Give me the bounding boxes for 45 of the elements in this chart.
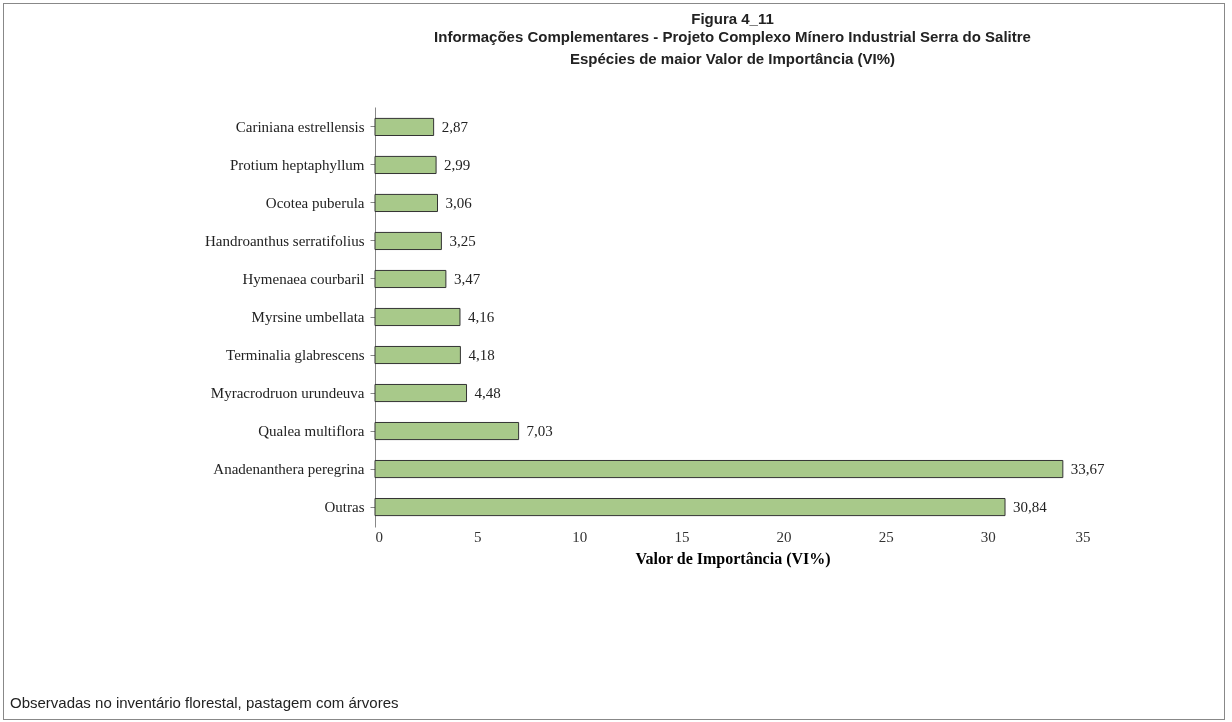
x-axis-title: Valor de Importância (VI%): [635, 549, 831, 568]
bar: [374, 155, 437, 175]
y-tick-label: Hymenaea courbaril: [242, 270, 365, 287]
x-tick-label: 20: [776, 528, 792, 545]
x-tick-label: 15: [674, 528, 690, 545]
y-tick-label: Myrsine umbellata: [251, 309, 365, 325]
bar: [374, 307, 461, 327]
y-tick-label: Myracrodruon urundeuva: [210, 385, 365, 402]
data-label: 3,25: [449, 232, 476, 249]
y-tick-label: Protium heptaphyllum: [229, 156, 365, 173]
x-tick-label: 25: [878, 528, 894, 545]
data-label: 7,03: [526, 423, 553, 440]
data-label: 30,84: [1013, 499, 1048, 516]
x-tick-label: 10: [572, 528, 588, 545]
chart-subtitle: Informações Complementares - Projeto Complexo Mínero Industrial Serra do Salitre Espécies de maior Valor de Importância (VI%): [434, 28, 1031, 67]
data-label: 3,47: [453, 270, 481, 287]
bar: [374, 459, 1064, 479]
x-tick-label: 35: [1075, 528, 1091, 545]
chart-title: Figura 4_11: [691, 10, 774, 27]
y-tick-label: Outras: [324, 499, 365, 516]
data-label: 3,06: [445, 194, 473, 211]
y-tick-label: Qualea multiflora: [258, 423, 365, 440]
data-label: 33,67: [1070, 461, 1106, 478]
bar: [374, 497, 1006, 517]
data-label: 4,18: [468, 347, 495, 364]
x-tick-label: 30: [980, 528, 996, 545]
bar: [374, 383, 468, 403]
y-tick-label: Ocotea puberula: [265, 194, 365, 211]
bar: [374, 269, 447, 289]
data-label: 2,87: [441, 118, 469, 135]
bar: [374, 231, 442, 251]
x-tick-label: 5: [473, 528, 482, 545]
bar: [374, 345, 461, 365]
x-tick-label: 0: [375, 528, 383, 545]
bar: [374, 117, 435, 137]
y-tick-label: Cariniana estrellensis: [235, 118, 365, 135]
y-tick-label: Handroanthus serratifolius: [204, 232, 365, 249]
y-tick-label: Terminalia glabrescens: [226, 347, 365, 364]
y-tick-label: Anadenanthera peregrina: [213, 461, 365, 478]
data-label: 4,48: [474, 385, 501, 402]
data-label: 2,99: [444, 156, 471, 173]
data-label: 4,16: [467, 309, 495, 325]
bar: [374, 421, 520, 441]
text: Observadas no inventário florestal, pastagem com árvores: [10, 694, 399, 711]
bar: [374, 193, 439, 213]
